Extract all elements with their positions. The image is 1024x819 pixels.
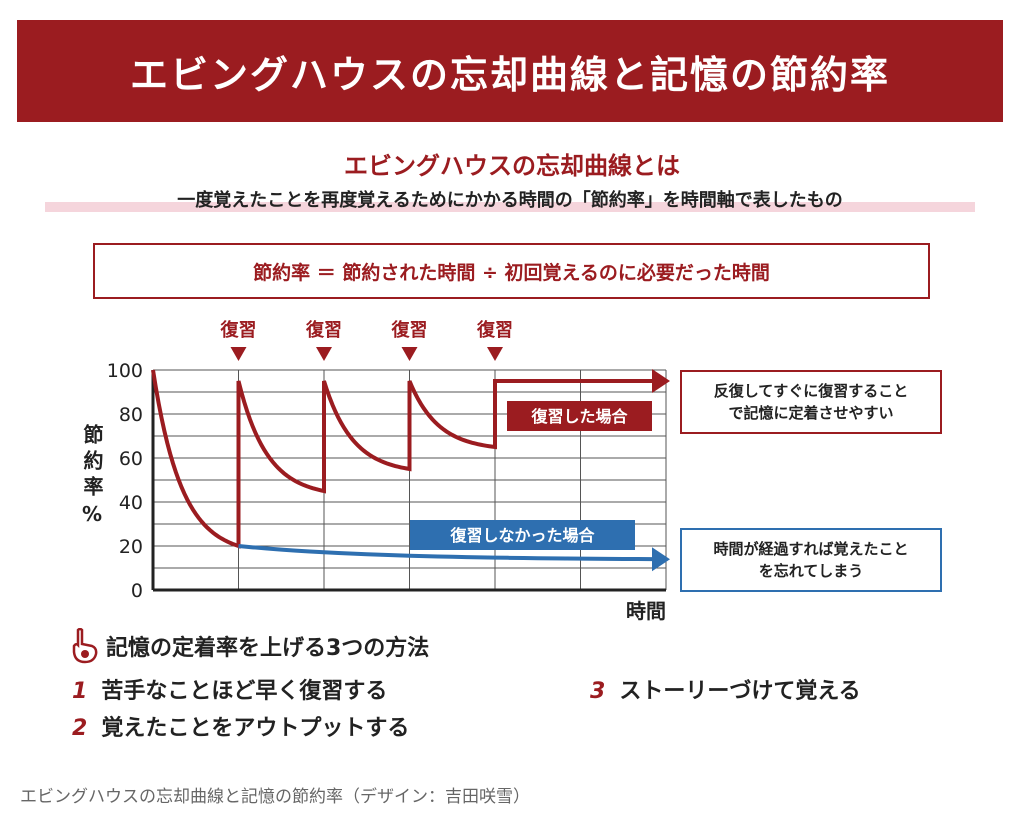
tip-item: 3 ストーリーづけて覚える xyxy=(590,679,861,704)
note-line: を忘れてしまう xyxy=(758,562,864,580)
review-marker-icon xyxy=(316,347,332,361)
formula-box: 節約率 ＝ 節約された時間 ÷ 初回覚えるのに必要だった時間 xyxy=(93,243,930,299)
review-marker-icon xyxy=(487,347,503,361)
review-label: 復習 xyxy=(391,319,428,341)
y-axis-label: 節約率% xyxy=(80,424,104,532)
series-line xyxy=(238,544,667,562)
review-label: 復習 xyxy=(305,319,342,341)
note-reviewed: 反復してすぐに復習すること で記憶に定着させやすい xyxy=(680,370,942,434)
arrow-head-icon xyxy=(652,547,670,572)
y-tick-label: 100 xyxy=(107,360,143,382)
note-line: 時間が経過すれば覚えたこと xyxy=(713,540,909,558)
tips-title: 記憶の定着率を上げる3つの方法 xyxy=(106,636,430,661)
y-tick-label: 20 xyxy=(119,536,143,558)
note-not-reviewed: 時間が経過すれば覚えたこと を忘れてしまう xyxy=(680,528,942,592)
x-axis-label: 時間 xyxy=(626,599,666,623)
legend-label-bg xyxy=(507,401,652,431)
y-tick-label: 80 xyxy=(119,404,143,426)
y-tick-label: 0 xyxy=(131,580,143,602)
page-title: エビングハウスの忘却曲線と記憶の節約率 xyxy=(17,20,1003,122)
y-tick-label: 60 xyxy=(119,448,143,470)
note-line: 反復してすぐに復習すること xyxy=(713,382,909,400)
arrow-head-icon xyxy=(652,369,670,393)
tips-heading: 記憶の定着率を上げる3つの方法 xyxy=(70,628,429,664)
note-line: で記憶に定着させやすい xyxy=(728,404,894,422)
review-marker-icon xyxy=(401,347,418,361)
y-tick-label: 40 xyxy=(119,492,143,514)
review-label: 復習 xyxy=(220,319,257,341)
description: 一度覚えたことを再度覚えるためにかかる時間の「節約率」を時間軸で表したもの xyxy=(45,186,975,212)
review-label: 復習 xyxy=(476,319,513,341)
pointing-hand-icon xyxy=(72,628,98,664)
tip-item: 1 苦手なことほど早く復習する xyxy=(72,679,388,704)
legend-label-bg xyxy=(410,520,635,550)
subtitle: エビングハウスの忘却曲線とは xyxy=(344,152,680,180)
tip-item: 2 覚えたことをアウトプットする xyxy=(72,716,410,741)
review-marker-icon xyxy=(230,347,247,361)
caption: エビングハウスの忘却曲線と記憶の節約率（デザイン：吉田咲雪） xyxy=(20,787,530,807)
legend-label: 復習しなかった場合 xyxy=(449,526,595,545)
legend-label: 復習した場合 xyxy=(530,407,628,426)
series-line xyxy=(151,369,666,549)
